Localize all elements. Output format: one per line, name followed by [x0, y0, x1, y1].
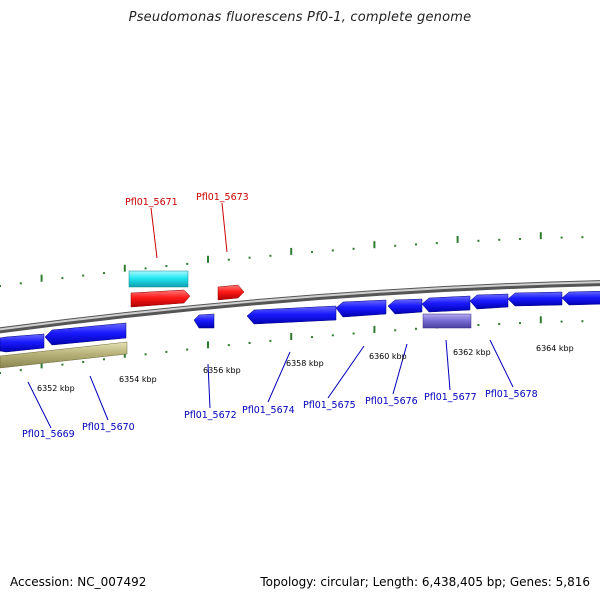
map-title: Pseudomonas fluorescens Pf0-1, complete … [128, 10, 472, 25]
ruler-label-6362: 6362 kbp [453, 348, 491, 357]
feature-olive-region [0, 341, 128, 369]
gene-label-pfl01-5669[interactable]: Pfl01_5669 [22, 429, 75, 440]
genome-backbone [0, 280, 600, 334]
gene-reverse-arrow-blue-7[interactable] [507, 291, 563, 307]
connector-pfl01-5671 [150, 207, 158, 259]
gene-pfl01-5677-strand[interactable] [421, 295, 471, 313]
ruler-label-6360: 6360 kbp [369, 352, 407, 361]
connector-pfl01-5673 [221, 202, 228, 253]
reverse-gene-labels: Pfl01_5669 Pfl01_5670 Pfl01_5672 Pfl01_5… [22, 389, 538, 440]
connector-pfl01-5677 [445, 339, 451, 391]
ruler-label-6354: 6354 kbp [119, 375, 157, 384]
gene-label-pfl01-5676[interactable]: Pfl01_5676 [365, 396, 418, 407]
gene-pfl01-5669[interactable] [0, 333, 45, 353]
feature-purple-region[interactable] [422, 313, 472, 329]
gene-forward-arrow-red-1[interactable] [130, 289, 191, 308]
connector-pfl01-5678 [489, 339, 514, 388]
gene-label-pfl01-5670[interactable]: Pfl01_5670 [82, 422, 135, 433]
connector-pfl01-5669 [27, 381, 52, 429]
gene-pfl01-5674[interactable] [246, 305, 337, 325]
gene-label-pfl01-5675[interactable]: Pfl01_5675 [303, 400, 356, 411]
gene-pfl01-5672[interactable] [193, 313, 215, 329]
accession-text: Accession: NC_007492 [10, 575, 147, 589]
gene-label-pfl01-5678[interactable]: Pfl01_5678 [485, 389, 538, 400]
gene-pfl01-5673[interactable] [217, 284, 245, 301]
forward-gene-labels: Pfl01_5671 Pfl01_5673 [125, 192, 249, 208]
gene-label-pfl01-5671[interactable]: Pfl01_5671 [125, 197, 178, 208]
gene-label-pfl01-5674[interactable]: Pfl01_5674 [242, 405, 295, 416]
gene-label-pfl01-5673[interactable]: Pfl01_5673 [196, 192, 249, 203]
genome-backbone-highlight [0, 281, 600, 331]
gene-pfl01-5676[interactable] [387, 298, 423, 315]
connector-pfl01-5670 [89, 375, 109, 421]
outer-tick-ring [0, 232, 584, 287]
ruler-label-6364: 6364 kbp [536, 344, 574, 353]
gene-pfl01-5675[interactable] [335, 299, 387, 318]
gene-reverse-arrow-blue-8[interactable] [561, 290, 600, 306]
ruler-labels: 6352 kbp 6354 kbp 6356 kbp 6358 kbp 6360… [37, 344, 574, 393]
gene-pfl01-5670[interactable] [44, 322, 127, 346]
label-connectors [27, 202, 514, 429]
connector-pfl01-5675 [327, 345, 365, 399]
gene-label-pfl01-5672[interactable]: Pfl01_5672 [184, 410, 237, 421]
gene-label-pfl01-5677[interactable]: Pfl01_5677 [424, 392, 477, 403]
connector-pfl01-5676 [392, 343, 408, 395]
ruler-label-6352: 6352 kbp [37, 384, 75, 393]
gene-pfl01-5678[interactable] [469, 293, 509, 310]
gene-pfl01-5671[interactable] [128, 270, 189, 288]
ruler-label-6358: 6358 kbp [286, 359, 324, 368]
connector-pfl01-5672 [207, 363, 211, 409]
connector-pfl01-5674 [267, 351, 291, 403]
ruler-label-6356: 6356 kbp [203, 366, 241, 375]
genome-summary-text: Topology: circular; Length: 6,438,405 bp… [260, 575, 590, 589]
